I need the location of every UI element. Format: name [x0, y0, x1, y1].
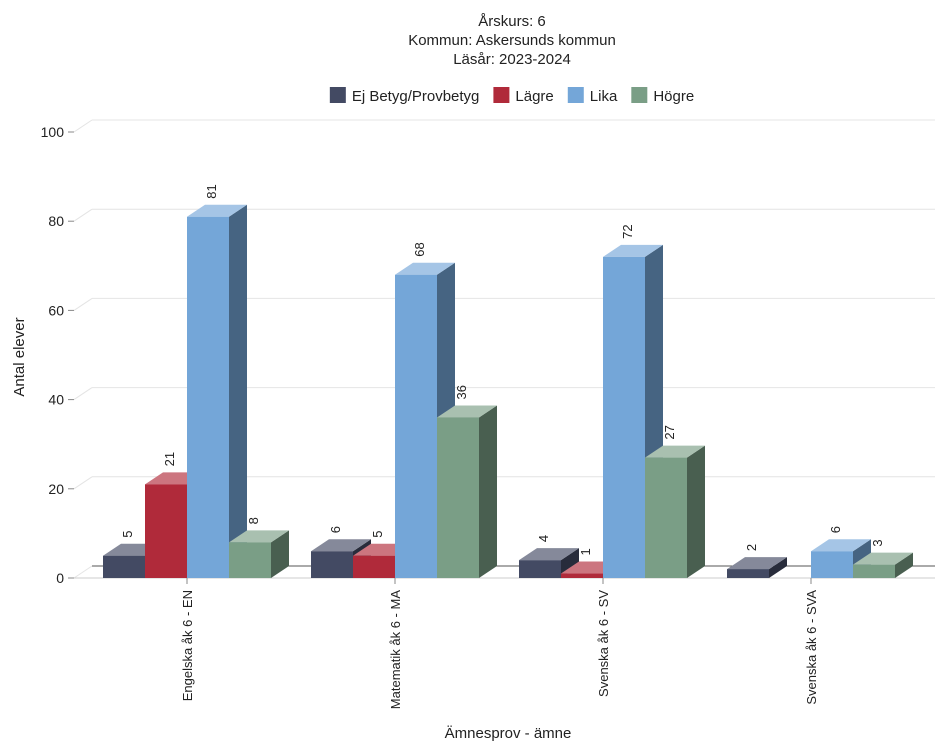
data-label: 72 [620, 224, 635, 238]
bar-front [561, 573, 603, 578]
data-label: 3 [870, 539, 885, 546]
gridline-diagonal [73, 208, 93, 222]
bar-front [353, 555, 395, 578]
y-tick-label: 0 [56, 570, 64, 586]
x-category-label: Engelska åk 6 - EN [180, 590, 195, 701]
data-label: 2 [744, 544, 759, 551]
bar [727, 557, 787, 578]
bar [853, 552, 913, 578]
gridline-diagonal [73, 387, 93, 401]
legend: Ej Betyg/Provbetyg Lägre Lika Högre [329, 87, 694, 105]
data-label: 5 [120, 530, 135, 537]
bar-top [519, 548, 579, 561]
bar-front [145, 484, 187, 578]
bar [645, 445, 705, 578]
data-label: 5 [370, 530, 385, 537]
bar-front [229, 542, 271, 578]
bar-front [519, 560, 561, 578]
bar [437, 405, 497, 578]
legend-label: Lika [590, 88, 618, 105]
data-label: 6 [328, 526, 343, 533]
bar-side [479, 405, 497, 578]
bar-front [437, 417, 479, 578]
y-axis-title: Antal elever [11, 317, 28, 396]
bar-top [437, 405, 497, 418]
bar-top [811, 539, 871, 552]
bar-top [229, 530, 289, 543]
gridline-diagonal [73, 565, 93, 579]
bar-front [603, 256, 645, 578]
y-axis: 0 20 40 60 80 100 [41, 124, 74, 586]
bar-side [769, 557, 787, 578]
legend-swatch [493, 87, 510, 103]
bar-front [187, 216, 229, 579]
data-label: 8 [246, 517, 261, 524]
bar-top [187, 204, 247, 217]
bar-side [687, 445, 705, 578]
bar-top [603, 244, 663, 257]
bar-top [853, 552, 913, 565]
legend-swatch [631, 87, 648, 103]
bar-front [727, 569, 769, 578]
y-tick-label: 20 [48, 481, 64, 497]
title-line-2: Kommun: Askersunds kommun [408, 32, 616, 49]
legend-swatch [567, 87, 584, 103]
y-tick-label: 40 [48, 392, 64, 408]
data-label: 81 [204, 184, 219, 198]
bar [229, 530, 289, 578]
y-tick-label: 60 [48, 302, 64, 318]
bar-side [895, 552, 913, 578]
bar-front [395, 274, 437, 578]
legend-label: Högre [653, 88, 694, 105]
data-label: 21 [162, 452, 177, 466]
bar [519, 548, 579, 578]
data-label: 36 [454, 385, 469, 399]
data-label: 6 [828, 526, 843, 533]
bar-front [645, 457, 687, 578]
y-tick-label: 100 [41, 124, 65, 140]
y-tick-label: 80 [48, 213, 64, 229]
data-label: 68 [412, 242, 427, 256]
bar-side [229, 204, 247, 579]
title-line-3: Läsår: 2023-2024 [453, 51, 571, 68]
gridline-diagonal [73, 119, 93, 133]
bar-top [727, 557, 787, 570]
bar-top [645, 445, 705, 458]
x-category-label: Svenska åk 6 - SV [596, 590, 611, 697]
legend-label: Ej Betyg/Provbetyg [352, 88, 480, 105]
bar-side [271, 530, 289, 578]
bar-front [311, 551, 353, 578]
title-line-1: Årskurs: 6 [478, 13, 546, 30]
bar-front [853, 564, 895, 578]
bar-front [811, 551, 853, 578]
chart-title: Årskurs: 6 Kommun: Askersunds kommun Läs… [408, 13, 616, 68]
bars: 5 21 81 8 6 5 68 36 4 1 72 27 2 6 3 [103, 184, 913, 579]
data-label: 4 [536, 535, 551, 542]
bar [187, 204, 247, 579]
legend-label: Lägre [515, 88, 553, 105]
data-label: 27 [662, 425, 677, 439]
gridline-diagonal [73, 476, 93, 490]
data-label: 1 [578, 548, 593, 555]
bar-front [103, 555, 145, 578]
x-category-label: Matematik åk 6 - MA [388, 590, 403, 710]
x-category-label: Svenska åk 6 - SVA [804, 590, 819, 705]
x-axis: Engelska åk 6 - EN Matematik åk 6 - MA Sve… [180, 578, 819, 709]
gridline-diagonal [73, 297, 93, 311]
x-axis-title: Ämnesprov - ämne [445, 725, 572, 742]
legend-swatch [329, 87, 346, 103]
bar-top [395, 262, 455, 275]
bar-top [311, 539, 371, 552]
